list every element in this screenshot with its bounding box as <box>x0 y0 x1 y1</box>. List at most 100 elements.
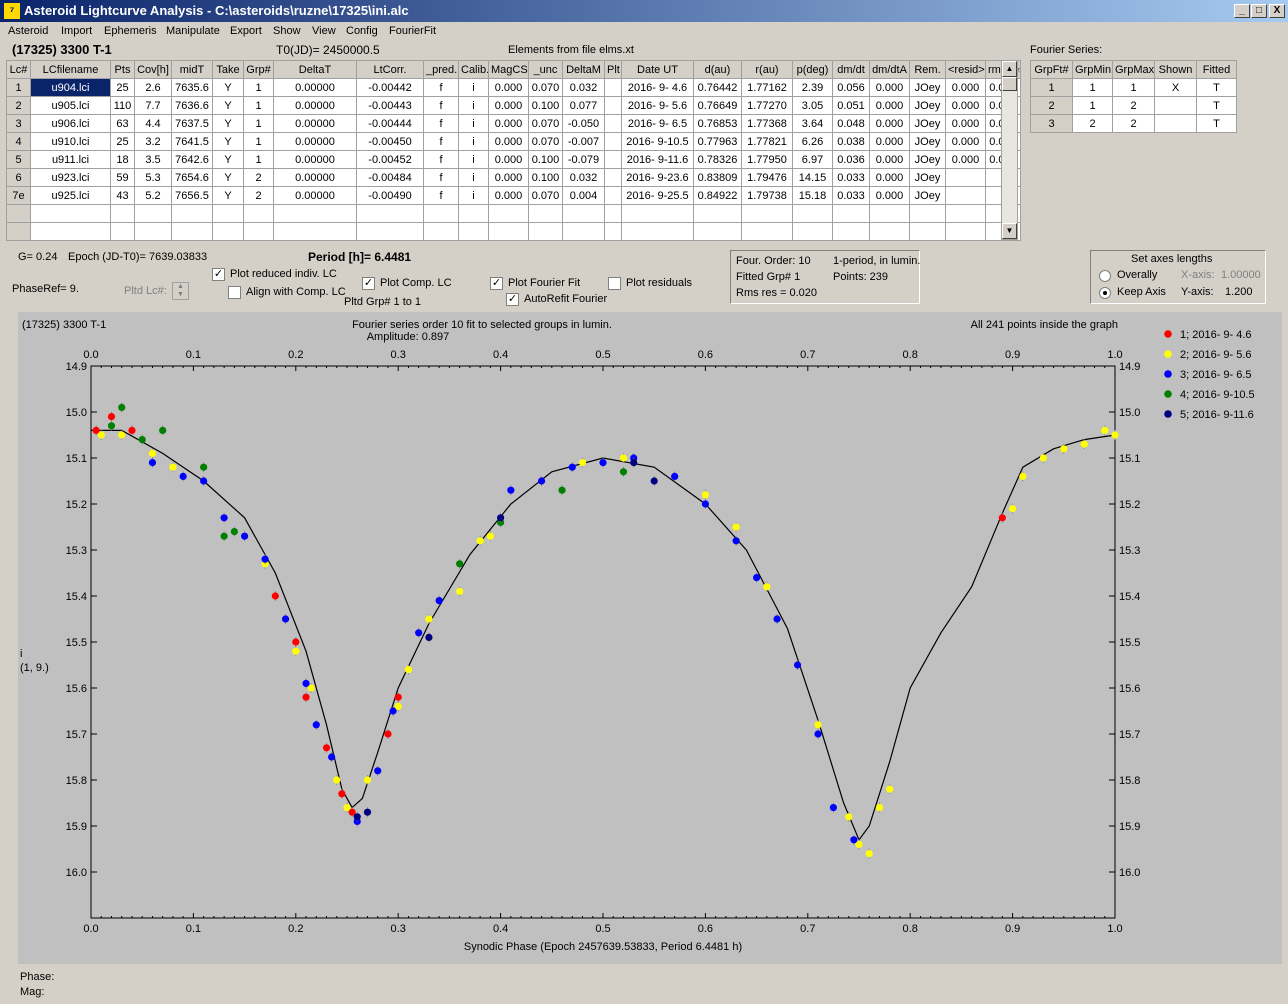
menu-import[interactable]: Import <box>61 25 93 37</box>
table-cell[interactable]: 0.000 <box>488 168 529 187</box>
table-cell[interactable] <box>792 222 833 241</box>
table-cell[interactable]: 3.64 <box>792 114 833 133</box>
table-cell[interactable]: 110 <box>110 96 135 115</box>
column-header[interactable]: dm/dtA <box>869 60 910 79</box>
table-cell[interactable]: 7637.5 <box>171 114 213 133</box>
fourier-cell[interactable]: 1 <box>1112 78 1155 97</box>
table-cell[interactable]: 43 <box>110 186 135 205</box>
table-cell[interactable]: 2016- 9- 5.6 <box>621 96 694 115</box>
table-cell[interactable]: 0.000 <box>869 96 910 115</box>
table-cell[interactable]: i <box>458 96 489 115</box>
table-cell[interactable]: Y <box>212 96 244 115</box>
table-cell[interactable] <box>945 186 986 205</box>
table-cell[interactable]: -0.00452 <box>356 150 424 169</box>
table-cell[interactable]: 1 <box>243 150 274 169</box>
table-cell[interactable]: 0.100 <box>528 168 563 187</box>
table-cell[interactable] <box>741 222 793 241</box>
menu-asteroid[interactable]: Asteroid <box>8 25 49 37</box>
table-cell[interactable]: 0.000 <box>945 132 986 151</box>
table-cell[interactable]: 1 <box>6 78 31 97</box>
table-cell[interactable]: 1.77950 <box>741 150 793 169</box>
table-cell[interactable]: -0.079 <box>562 150 605 169</box>
table-cell[interactable]: Y <box>212 150 244 169</box>
fourier-cell[interactable]: 1 <box>1072 96 1113 115</box>
lightcurve-table[interactable]: Lc# LCfilename Pts Cov[h] midT Take Grp# DeltaT… <box>6 60 1021 241</box>
table-cell[interactable] <box>356 222 424 241</box>
table-cell[interactable]: 0.000 <box>488 132 529 151</box>
menu-fourierfit[interactable]: FourierFit <box>389 25 437 37</box>
table-cell[interactable]: u905.lci <box>30 96 111 115</box>
table-cell[interactable] <box>945 222 986 241</box>
table-cell[interactable]: JOey <box>909 186 946 205</box>
table-cell[interactable]: JOey <box>909 78 946 97</box>
table-cell[interactable]: 25 <box>110 78 135 97</box>
table-cell[interactable]: f <box>423 78 459 97</box>
table-cell[interactable] <box>604 132 622 151</box>
table-cell[interactable]: 2 <box>243 168 274 187</box>
table-cell[interactable] <box>792 204 833 223</box>
table-cell[interactable]: 0.00000 <box>273 132 357 151</box>
table-cell[interactable]: -0.00490 <box>356 186 424 205</box>
table-cell[interactable]: 0.070 <box>528 114 563 133</box>
table-cell[interactable]: 0.000 <box>488 78 529 97</box>
table-cell[interactable]: 0.00000 <box>273 168 357 187</box>
table-cell[interactable]: 1 <box>243 132 274 151</box>
table-cell[interactable]: u910.lci <box>30 132 111 151</box>
table-cell[interactable]: 25 <box>110 132 135 151</box>
table-cell[interactable]: 6.97 <box>792 150 833 169</box>
fourier-cell[interactable] <box>1154 114 1197 133</box>
column-header[interactable]: Rem. <box>909 60 946 79</box>
table-cell[interactable] <box>604 114 622 133</box>
table-cell[interactable]: 0.070 <box>528 78 563 97</box>
table-cell[interactable]: 2016- 9-25.5 <box>621 186 694 205</box>
table-cell[interactable]: 1.77162 <box>741 78 793 97</box>
table-cell[interactable]: f <box>423 96 459 115</box>
table-cell[interactable]: JOey <box>909 150 946 169</box>
table-cell[interactable] <box>30 204 111 223</box>
table-cell[interactable]: 7635.6 <box>171 78 213 97</box>
column-header[interactable]: _unc <box>528 60 563 79</box>
table-cell[interactable]: 0.056 <box>832 78 870 97</box>
table-cell[interactable]: 0.048 <box>832 114 870 133</box>
table-cell[interactable]: f <box>423 186 459 205</box>
table-cell[interactable] <box>212 204 244 223</box>
column-header[interactable]: Date UT <box>621 60 694 79</box>
table-row[interactable] <box>6 222 1021 241</box>
table-row[interactable]: 2 u905.lci 110 7.7 7636.6 Y 1 0.00000 -0.00443 f i… <box>6 96 1021 115</box>
minimize-button[interactable]: _ <box>1234 4 1250 18</box>
menu-view[interactable]: View <box>312 25 336 37</box>
table-cell[interactable]: 1.79738 <box>741 186 793 205</box>
scroll-down-icon[interactable]: ▼ <box>1002 223 1017 239</box>
table-cell[interactable] <box>134 204 172 223</box>
table-cell[interactable] <box>458 222 489 241</box>
menu-config[interactable]: Config <box>346 25 378 37</box>
table-row[interactable]: 3 u906.lci 63 4.4 7637.5 Y 1 0.00000 -0.00444 f i 0… <box>6 114 1021 133</box>
table-cell[interactable]: u911.lci <box>30 150 111 169</box>
menu-manipulate[interactable]: Manipulate <box>166 25 220 37</box>
table-cell[interactable] <box>273 204 357 223</box>
table-cell[interactable]: u925.lci <box>30 186 111 205</box>
table-cell[interactable] <box>458 204 489 223</box>
table-cell[interactable] <box>693 204 742 223</box>
table-cell[interactable]: Y <box>212 132 244 151</box>
table-cell[interactable]: 0.033 <box>832 168 870 187</box>
column-header[interactable]: LtCorr. <box>356 60 424 79</box>
table-cell[interactable]: -0.050 <box>562 114 605 133</box>
table-cell[interactable]: f <box>423 132 459 151</box>
table-cell[interactable]: 0.83809 <box>693 168 742 187</box>
table-cell[interactable]: JOey <box>909 132 946 151</box>
table-cell[interactable]: 0.84922 <box>693 186 742 205</box>
table-cell[interactable]: 2016- 9-11.6 <box>621 150 694 169</box>
table-cell[interactable] <box>528 222 563 241</box>
table-cell[interactable]: 0.000 <box>869 186 910 205</box>
table-cell[interactable]: 0.032 <box>562 168 605 187</box>
table-cell[interactable]: i <box>458 168 489 187</box>
table-cell[interactable]: 63 <box>110 114 135 133</box>
table-cell[interactable]: 3.05 <box>792 96 833 115</box>
table-cell[interactable]: 0.000 <box>869 150 910 169</box>
table-cell[interactable] <box>693 222 742 241</box>
table-cell[interactable] <box>604 168 622 187</box>
